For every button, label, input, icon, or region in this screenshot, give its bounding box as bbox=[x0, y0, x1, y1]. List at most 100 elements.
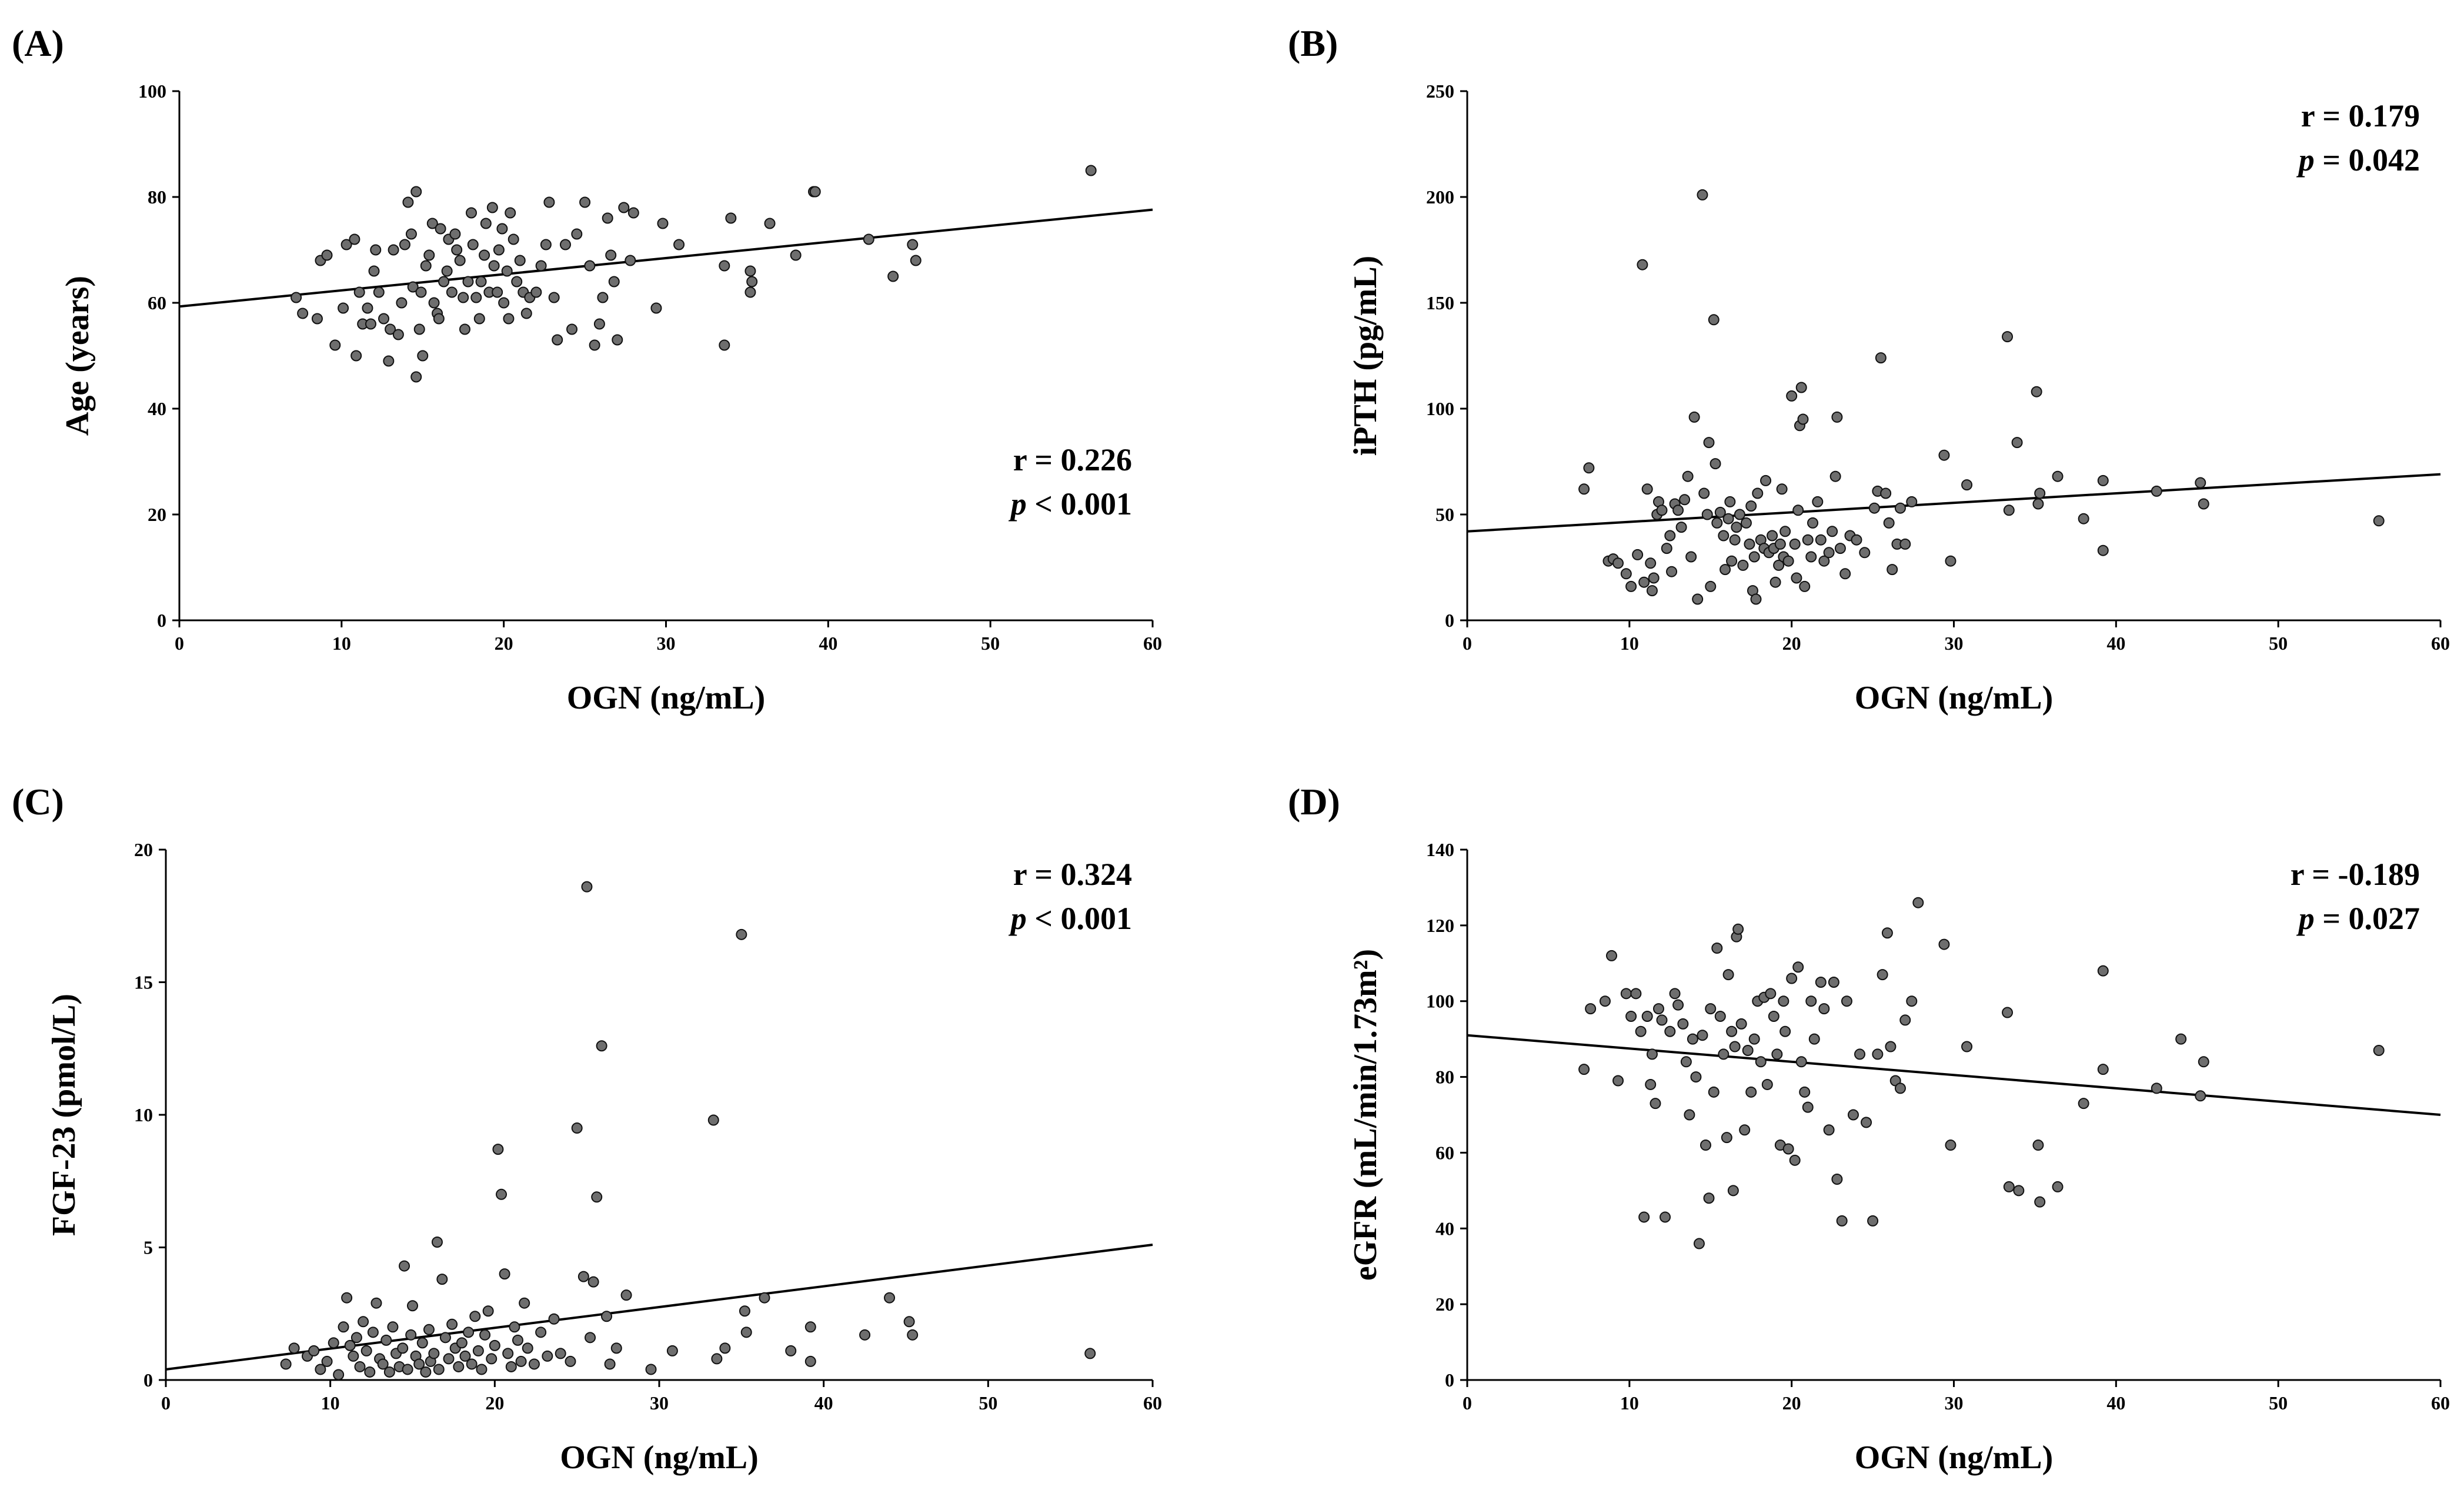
data-point bbox=[1805, 551, 1817, 563]
p-value-text: < 0.001 bbox=[1027, 901, 1132, 936]
data-point bbox=[1578, 1064, 1590, 1075]
y-tick-label: 0 bbox=[143, 1369, 153, 1391]
data-point bbox=[380, 1334, 392, 1346]
data-point bbox=[1831, 1174, 1843, 1185]
data-point bbox=[348, 1350, 359, 1362]
data-point bbox=[426, 218, 438, 229]
x-tick-label: 50 bbox=[2269, 1392, 2288, 1414]
data-point bbox=[1656, 504, 1668, 516]
x-tick-label: 40 bbox=[814, 1392, 833, 1414]
data-point bbox=[1641, 1010, 1653, 1022]
x-tick-label: 50 bbox=[979, 1392, 997, 1414]
data-point bbox=[1645, 557, 1657, 569]
data-point bbox=[1703, 437, 1715, 449]
data-point bbox=[1768, 1010, 1779, 1022]
data-point bbox=[1625, 580, 1637, 592]
data-point bbox=[1945, 1140, 1956, 1151]
data-point bbox=[542, 1350, 553, 1362]
data-point bbox=[1859, 547, 1871, 559]
data-point bbox=[370, 244, 382, 256]
data-point bbox=[1755, 1056, 1767, 1068]
data-point bbox=[423, 249, 435, 261]
data-point bbox=[1675, 522, 1687, 533]
data-point bbox=[1664, 530, 1676, 542]
data-point bbox=[711, 1353, 723, 1365]
data-point bbox=[2198, 1056, 2209, 1068]
data-point bbox=[1718, 1048, 1730, 1060]
data-point bbox=[1711, 517, 1723, 529]
data-point bbox=[472, 1345, 484, 1356]
data-point bbox=[1620, 988, 1632, 1000]
x-tick-label: 0 bbox=[161, 1392, 171, 1414]
data-point bbox=[1632, 549, 1644, 560]
data-point bbox=[1792, 504, 1804, 516]
data-point bbox=[2078, 513, 2089, 524]
data-point bbox=[2034, 487, 2046, 499]
data-point bbox=[451, 244, 463, 256]
data-point bbox=[764, 218, 776, 229]
data-point bbox=[1812, 496, 1824, 507]
data-point bbox=[910, 255, 922, 266]
data-point bbox=[1721, 1132, 1732, 1144]
data-point bbox=[383, 1366, 395, 1378]
data-point bbox=[416, 1337, 428, 1349]
data-point bbox=[329, 339, 341, 351]
data-point bbox=[522, 1342, 533, 1354]
data-point bbox=[459, 1350, 471, 1362]
data-point bbox=[499, 1268, 510, 1280]
data-point bbox=[410, 186, 422, 198]
data-point bbox=[1637, 259, 1648, 270]
data-point bbox=[618, 202, 630, 213]
y-tick-label: 15 bbox=[134, 972, 153, 993]
data-point bbox=[1752, 487, 1764, 499]
data-point bbox=[1938, 938, 1950, 950]
y-tick-label: 50 bbox=[1435, 504, 1454, 525]
data-point bbox=[596, 1040, 607, 1052]
data-point bbox=[1690, 1071, 1702, 1083]
panel-label: (D) bbox=[1288, 781, 1340, 823]
data-point bbox=[1799, 580, 1811, 592]
data-point bbox=[333, 1369, 345, 1381]
data-point bbox=[1786, 390, 1798, 402]
data-point bbox=[1802, 1101, 1814, 1113]
x-axis-title: OGN (ng/mL) bbox=[560, 1439, 759, 1476]
regression-line bbox=[1467, 1034, 2441, 1116]
y-tick-label: 200 bbox=[1426, 186, 1454, 208]
data-point bbox=[428, 297, 440, 309]
data-point bbox=[1828, 977, 1839, 988]
data-point bbox=[790, 249, 802, 261]
data-point bbox=[1722, 513, 1734, 524]
data-point bbox=[1650, 1098, 1661, 1110]
data-point bbox=[759, 1292, 770, 1304]
data-point bbox=[341, 1292, 353, 1304]
data-point bbox=[2002, 1007, 2014, 1018]
data-point bbox=[321, 1355, 333, 1367]
data-point bbox=[2195, 477, 2206, 489]
p-value: p = 0.027 bbox=[2296, 901, 2420, 936]
data-point bbox=[591, 1191, 603, 1203]
data-point bbox=[463, 1326, 475, 1338]
data-point bbox=[566, 323, 578, 335]
data-point bbox=[1737, 559, 1749, 571]
data-point bbox=[349, 233, 360, 245]
data-point bbox=[413, 323, 425, 335]
data-point bbox=[535, 1326, 547, 1338]
y-tick-label: 40 bbox=[148, 398, 166, 419]
data-point bbox=[907, 1329, 919, 1341]
data-point bbox=[364, 1366, 376, 1378]
data-point bbox=[593, 318, 605, 330]
data-point bbox=[311, 313, 323, 325]
correlation-r: r = 0.179 bbox=[2301, 98, 2420, 133]
data-point bbox=[1646, 585, 1658, 597]
data-point bbox=[1818, 1003, 1830, 1015]
data-point bbox=[1795, 382, 1807, 393]
data-point bbox=[1739, 1124, 1751, 1136]
y-tick-label: 140 bbox=[1426, 839, 1454, 860]
data-point bbox=[528, 1358, 540, 1370]
data-point bbox=[1727, 1185, 1739, 1197]
data-point bbox=[1779, 526, 1791, 537]
data-point bbox=[565, 1355, 576, 1367]
data-point bbox=[435, 223, 446, 235]
data-point bbox=[1735, 1018, 1747, 1030]
data-point bbox=[1692, 593, 1704, 605]
